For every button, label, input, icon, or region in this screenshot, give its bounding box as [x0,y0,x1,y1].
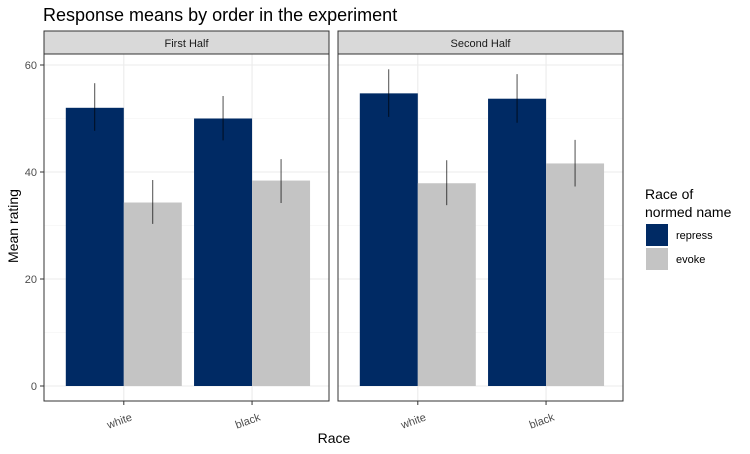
legend: Race of normed name repress evoke [645,186,732,270]
x-tick-label: black [528,411,557,431]
y-tick-label: 60 [25,60,37,72]
facet-label: First Half [165,38,210,50]
facet-strip [43,30,330,55]
legend-title: normed name [645,204,732,220]
panel-1: First Half white black [43,30,330,432]
legend-title: Race of [645,186,693,202]
y-tick-label: 20 [25,274,37,286]
y-tick-label: 40 [25,167,37,179]
bar-repress-white [359,93,418,386]
panels: First Half white black Second Half white blac… [43,30,624,432]
bar-repress-black [488,98,547,386]
legend-key-evoke [646,248,668,270]
bar-evoke-black [546,163,605,386]
bar-evoke-white [123,202,182,386]
bar-repress-black [194,118,253,386]
x-axis-title: Race [318,430,351,446]
facet-strip [337,30,624,55]
y-axis-title: Mean rating [5,189,21,263]
bar-evoke-white [417,183,476,386]
y-axis: 0 20 40 60 [25,60,44,393]
legend-label: repress [676,230,713,242]
legend-key-repress [646,224,668,246]
x-tick-label: white [399,412,428,432]
chart-title: Response means by order in the experimen… [43,5,397,25]
y-tick-label: 0 [31,381,37,393]
x-tick-label: white [105,412,134,432]
legend-label: evoke [676,254,705,266]
bar-evoke-black [252,180,311,386]
x-tick-label: black [234,411,263,431]
facet-label: Second Half [451,38,512,50]
panel-2: Second Half white black [337,30,624,432]
bar-repress-white [65,107,124,387]
